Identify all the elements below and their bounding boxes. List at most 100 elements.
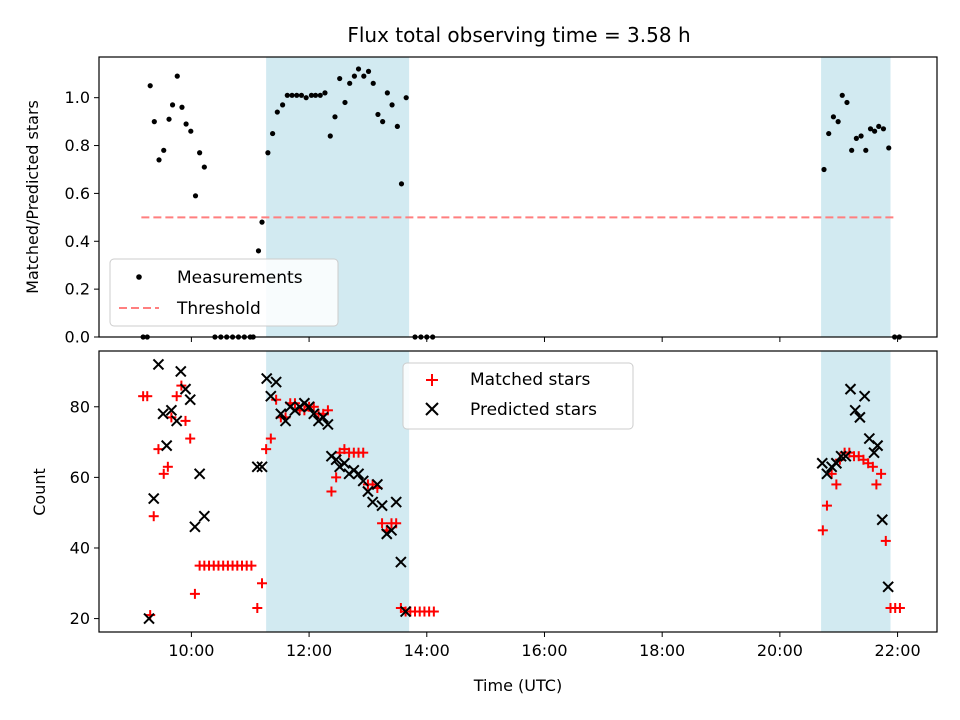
bottom-shaded-region-0 (266, 351, 410, 632)
measurement-point (161, 147, 167, 153)
predicted-stars-point (858, 390, 871, 402)
measurement-point (179, 104, 185, 110)
predicted-stars-point (854, 411, 866, 424)
predicted-stars-point (170, 415, 183, 427)
measurement-point (303, 95, 309, 101)
measurement-point (317, 92, 323, 98)
measurement-point (259, 219, 265, 225)
x-tick-label: 14:00 (404, 641, 450, 660)
predicted-stars-point (816, 457, 828, 469)
measurement-point (337, 75, 343, 82)
predicted-stars-point (152, 358, 165, 371)
matched-stars-point (142, 391, 153, 402)
measurement-point (294, 92, 300, 98)
bottom-shaded-region-1 (821, 351, 891, 632)
measurement-point (188, 128, 194, 134)
predicted-stars-point (399, 605, 412, 618)
matched-stars-point (148, 511, 159, 522)
measurement-point (332, 114, 338, 120)
top-legend-box (109, 258, 339, 327)
measurement-point (197, 150, 203, 156)
predicted-stars-point (148, 492, 160, 505)
predicted-stars-point (189, 521, 201, 533)
predicted-stars-point (871, 439, 884, 452)
top-shaded-region-1 (821, 57, 891, 337)
predicted-stars-point (840, 450, 852, 462)
matched-stars-point (180, 415, 191, 426)
predicted-stars-point (184, 394, 196, 406)
measurement-point (398, 181, 405, 187)
measurement-point (147, 83, 153, 89)
measurement-point (886, 145, 892, 151)
predicted-stars-point (160, 439, 173, 452)
top-y-tick-label: 1.0 (65, 88, 90, 107)
x-tick-label: 10:00 (168, 641, 214, 660)
top-panel: 0.0 0.2 0.4 0.6 0.8 1.0 Matched/Predicted sta… (23, 56, 938, 347)
predicted-stars-point (330, 454, 342, 466)
predicted-stars-point (308, 408, 320, 420)
matched-stars-point (261, 444, 272, 455)
measurement-point (835, 119, 841, 125)
measurement-point (863, 147, 869, 153)
predicted-stars-point (165, 404, 178, 417)
x-axis-label: Time (UTC) (473, 676, 562, 695)
measurement-point (312, 92, 319, 98)
measurement-point (322, 90, 328, 96)
predicted-stars-point (193, 468, 206, 480)
bottom-y-tick-label: 40 (70, 538, 90, 557)
measurement-point (826, 130, 832, 137)
measurement-point (853, 135, 859, 141)
matched-stars-point (817, 525, 828, 536)
measurement-point (839, 92, 845, 98)
top-y-tick-label: 0.0 (65, 328, 90, 347)
matched-stars-point (326, 486, 337, 497)
measurement-point (380, 119, 386, 125)
matched-stars-point (821, 500, 832, 511)
legend-predicted-marker (425, 402, 439, 416)
top-y-axis-label: Matched/Predicted stars (23, 100, 42, 294)
measurement-point (308, 92, 315, 98)
matched-stars-point (894, 602, 905, 613)
bottom-panel: 20 40 60 80 10:00 12:00 14:00 16:00 18:00 20:00 22… (30, 350, 938, 695)
matched-stars-point (271, 394, 282, 405)
matched-stars-point (831, 479, 842, 490)
bottom-legend: Matched stars Predicted stars (402, 362, 634, 430)
x-tick-label: 16:00 (521, 641, 567, 660)
predicted-stars-point (256, 461, 268, 473)
matched-stars-point (428, 606, 439, 617)
top-y-tick-label: 0.2 (65, 280, 90, 299)
matched-stars-point (162, 461, 173, 472)
legend-predicted-label: Predicted stars (470, 400, 597, 420)
predicted-stars-point (371, 478, 384, 491)
predicted-stars-point (868, 446, 880, 459)
predicted-stars-point (261, 372, 273, 385)
measurement-point (201, 164, 207, 170)
measurement-point (169, 102, 176, 108)
measurement-point (289, 92, 295, 98)
measurement-point (375, 111, 381, 118)
predicted-stars-point (338, 457, 351, 469)
measurement-point (880, 126, 887, 132)
top-y-tick-label: 0.4 (65, 232, 90, 251)
matched-stars-point (265, 433, 276, 444)
measurement-point (361, 73, 367, 79)
measurement-point (192, 193, 199, 199)
predicted-stars-point (385, 524, 398, 537)
measurement-point (270, 130, 276, 137)
predicted-stars-point (279, 415, 292, 427)
bottom-y-tick-label: 80 (70, 397, 90, 416)
predicted-stars-point (362, 485, 374, 498)
matched-stars-point (358, 447, 369, 458)
measurement-point (821, 166, 827, 173)
matched-stars-point (158, 468, 169, 479)
measurement-point (166, 116, 172, 122)
legend-matched-label: Matched stars (470, 370, 590, 390)
matched-stars-point (246, 560, 257, 571)
predicted-stars-point (844, 383, 857, 395)
bottom-y-tick-label: 20 (70, 609, 90, 628)
measurement-point (183, 121, 189, 127)
bottom-panel-shaded-regions (266, 351, 891, 632)
measurement-point (327, 133, 333, 139)
predicted-stars-point (830, 457, 843, 469)
measurement-point (265, 150, 271, 156)
